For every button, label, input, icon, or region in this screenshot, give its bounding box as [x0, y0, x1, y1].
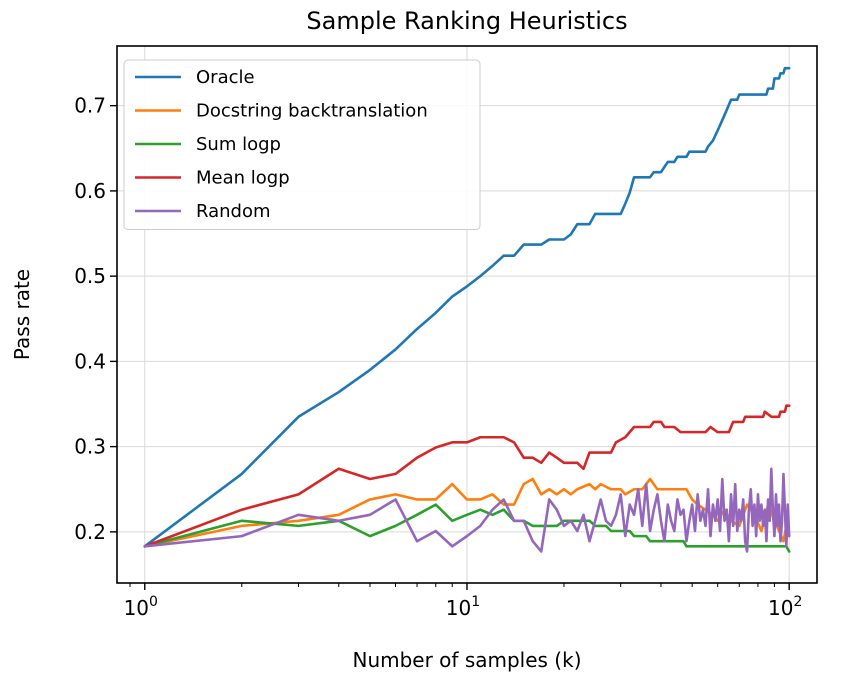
chart-title: Sample Ranking Heuristics — [306, 7, 627, 35]
legend-label: Oracle — [196, 67, 255, 88]
y-axis: 0.2 0.3 0.4 0.5 0.6 0.7 — [74, 94, 117, 544]
legend-box — [123, 59, 481, 230]
legend-label: Docstring backtranslation — [196, 101, 428, 122]
legend-label: Mean logp — [196, 168, 290, 189]
x-tick-label: 100 — [124, 594, 158, 620]
y-tick-label: 0.5 — [74, 264, 106, 288]
y-tick-label: 0.4 — [74, 349, 106, 373]
series-line-oracle — [143, 66, 791, 548]
series-lines — [143, 66, 791, 553]
legend-label: Random — [196, 201, 271, 222]
series-line-mean-logp — [143, 404, 791, 548]
legend: Oracle Docstring backtranslation Sum logp M… — [123, 59, 481, 230]
x-axis: 100 101 102 — [124, 583, 802, 620]
y-tick-label: 0.3 — [74, 435, 106, 459]
y-axis-label: Pass rate — [10, 269, 34, 360]
y-tick-label: 0.2 — [74, 520, 106, 544]
legend-label: Sum logp — [196, 134, 281, 155]
y-tick-label: 0.7 — [74, 94, 106, 118]
series-line-sum-logp — [143, 503, 791, 553]
x-tick-label: 102 — [768, 594, 802, 620]
x-tick-label: 101 — [446, 594, 480, 620]
series-line-random — [143, 467, 791, 553]
x-axis-label: Number of samples (k) — [352, 648, 581, 672]
y-tick-label: 0.6 — [74, 179, 106, 203]
